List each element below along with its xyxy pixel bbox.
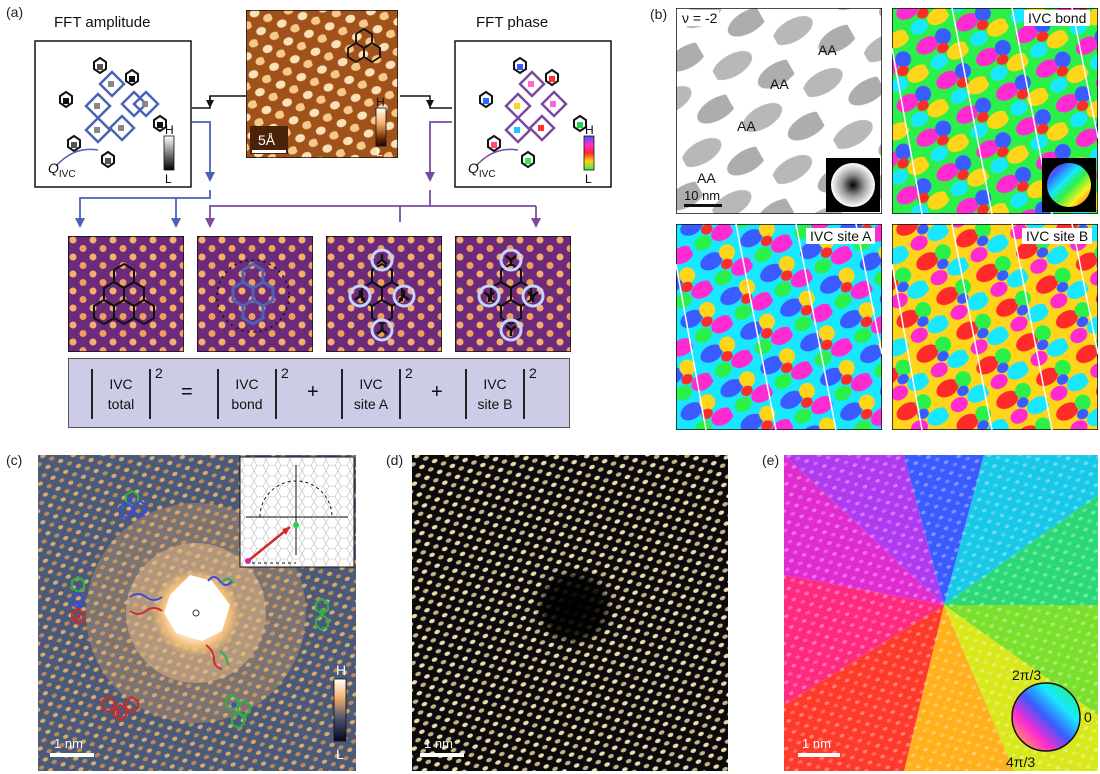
eq-plus-2: + <box>431 381 443 403</box>
q-ivc-left: QIVC <box>48 160 76 180</box>
phase-cbar-low: L <box>585 172 592 186</box>
phase-cbar-high: H <box>585 123 594 137</box>
eq-exp-total: 2 <box>155 365 163 381</box>
filtered-defect-map: 1 nm <box>412 455 728 771</box>
panel-b-scale-label: 10 nm <box>684 188 721 203</box>
ldos-gray-map <box>676 8 882 214</box>
panel-c-cbar-low: L <box>336 746 344 762</box>
phase-label-0: 0 <box>1084 709 1092 725</box>
eq-exp-bond: 2 <box>281 365 289 381</box>
stm-cbar-low: L <box>376 145 383 158</box>
stm-scale-label: 5Å <box>258 132 276 148</box>
eq-exp-site-a: 2 <box>405 365 413 381</box>
fft-phase-plot: H L <box>454 40 612 188</box>
stm-cbar-high: H <box>376 95 385 109</box>
aa-label-4: AA <box>697 170 716 186</box>
stm-defect-map: H L 1 nm <box>38 455 356 771</box>
stm-topography-image: H L 5Å <box>246 10 398 158</box>
amp-cbar-low: L <box>165 172 172 186</box>
aa-label-3: AA <box>737 118 756 134</box>
panel-d-scale-label: 1 nm <box>424 736 453 751</box>
ivc-bond-title: IVC bond <box>1024 10 1091 26</box>
q-ivc-right: QIVC <box>468 160 496 180</box>
flow-arrows <box>75 95 541 228</box>
fft-phase-title: FFT phase <box>476 14 549 31</box>
eq-term-site-a: IVC site A <box>341 369 401 419</box>
panel-e-scale-label: 1 nm <box>802 736 831 751</box>
eq-equals: = <box>181 381 193 403</box>
decomposition-equation: IVC total 2 = IVC bond 2 + IVC site A 2 + I… <box>68 358 570 428</box>
fft-amplitude-title: FFT amplitude <box>54 14 151 31</box>
phase-label-2pi3: 2π/3 <box>1012 667 1041 683</box>
eq-exp-site-b: 2 <box>529 365 537 381</box>
ivc-site-a-title: IVC site A <box>806 228 876 244</box>
panel-c-scale-label: 1 nm <box>54 736 83 751</box>
ivc-site-b-map <box>892 224 1098 430</box>
filtered-site-a-tile <box>326 236 442 352</box>
panel-c-label: (c) <box>6 452 23 468</box>
amp-cbar-high: H <box>165 123 174 137</box>
phase-label-4pi3: 4π/3 <box>1006 754 1035 770</box>
ivc-bond-map <box>892 8 1098 214</box>
panel-d-label: (d) <box>386 452 404 468</box>
panel-a-label: (a) <box>6 4 24 20</box>
ivc-site-a-map <box>676 224 882 430</box>
panel-b-label: (b) <box>650 6 668 22</box>
eq-term-site-b: IVC site B <box>465 369 525 419</box>
ivc-site-b-title: IVC site B <box>1022 228 1093 244</box>
fft-amplitude-plot: H L <box>34 40 192 188</box>
eq-term-bond: IVC bond <box>217 369 277 419</box>
panel-c-cbar-high: H <box>336 662 346 678</box>
aa-label-1: AA <box>818 42 837 58</box>
filtered-total-tile <box>68 236 184 352</box>
phase-vortex-map: 2π/3 0 4π/3 1 nm <box>784 455 1098 771</box>
filtered-site-b-tile <box>455 236 571 352</box>
eq-term-total: IVC total <box>91 369 151 419</box>
aa-label-2: AA <box>770 76 789 92</box>
panel-e-label: (e) <box>762 452 780 468</box>
eq-plus-1: + <box>307 381 319 403</box>
filtered-bond-tile <box>197 236 313 352</box>
filling-factor: ν = -2 <box>680 10 720 26</box>
